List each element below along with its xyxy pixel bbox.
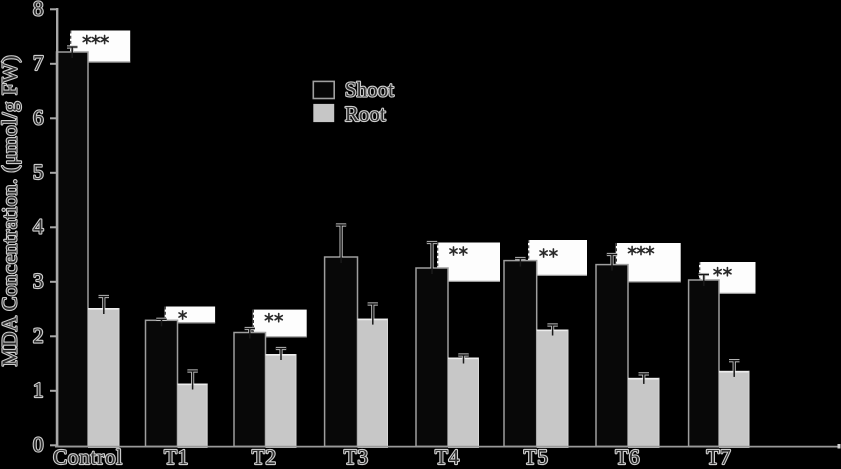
svg-text:T4: T4 [435,445,460,469]
svg-text:T6: T6 [615,445,640,469]
svg-text:T1: T1 [164,445,189,469]
svg-text:4: 4 [33,214,44,238]
svg-text:Control: Control [53,445,123,469]
svg-text:T2: T2 [252,445,277,469]
svg-text:7: 7 [33,51,44,75]
svg-text:8: 8 [33,0,44,20]
svg-text:T7: T7 [707,445,732,469]
svg-text:T5: T5 [524,445,549,469]
svg-text:Root: Root [345,102,386,126]
svg-text:T3: T3 [344,445,369,469]
svg-text:MDA Concentration. (μmol/g FW): MDA Concentration. (μmol/g FW) [0,55,22,367]
svg-text:2: 2 [33,323,44,347]
svg-text:Shoot: Shoot [345,77,394,101]
svg-text:1: 1 [33,378,44,402]
svg-text:6: 6 [33,105,44,129]
svg-text:3: 3 [33,269,44,293]
svg-text:0: 0 [33,432,44,456]
svg-text:5: 5 [33,160,44,184]
